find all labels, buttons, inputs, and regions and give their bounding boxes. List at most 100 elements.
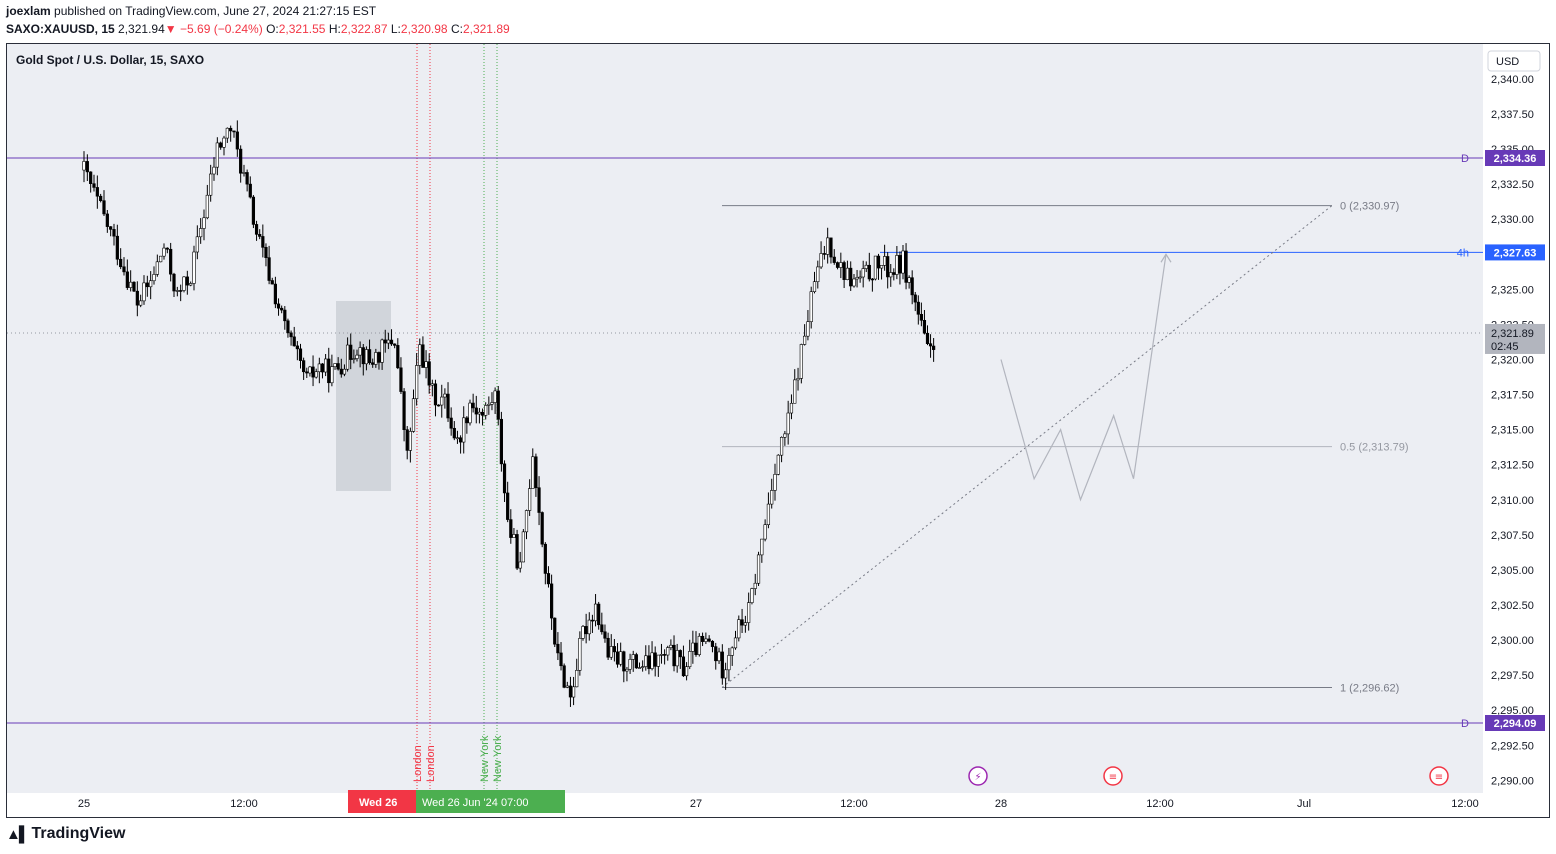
candle-body bbox=[402, 391, 406, 430]
candle-body bbox=[763, 524, 767, 540]
us-flag-icon[interactable]: ≡ bbox=[1429, 766, 1449, 786]
candle-body bbox=[172, 273, 176, 292]
candle-body bbox=[199, 228, 203, 238]
lightning-icon[interactable]: ⚡ bbox=[968, 766, 988, 786]
us-flag-icon[interactable]: ≡ bbox=[1103, 766, 1123, 786]
candle-body bbox=[85, 161, 89, 173]
chart-frame[interactable]: Gold Spot / U.S. Dollar, 15, SAXO London L… bbox=[6, 43, 1550, 818]
candle-body bbox=[433, 383, 438, 406]
candle-body bbox=[462, 417, 466, 443]
candle-body bbox=[411, 398, 416, 432]
y-tick-label: 2,302.50 bbox=[1491, 600, 1534, 612]
level-tag: D bbox=[1461, 153, 1469, 165]
close-label: C: bbox=[450, 22, 463, 36]
candle-body bbox=[405, 429, 409, 451]
candle-body bbox=[383, 339, 387, 344]
candle-body bbox=[845, 267, 850, 280]
candle-body bbox=[524, 510, 529, 533]
candle-body bbox=[656, 654, 660, 667]
candle-body bbox=[330, 366, 334, 384]
candle-body bbox=[302, 360, 306, 373]
candle-body bbox=[641, 666, 645, 668]
candle-body bbox=[587, 619, 591, 635]
candle-body bbox=[386, 339, 390, 344]
candle-body bbox=[286, 320, 290, 334]
candle-body bbox=[202, 217, 206, 229]
y-tick-label: 2,337.50 bbox=[1491, 109, 1534, 121]
countdown-label: 02:45 bbox=[1491, 341, 1519, 353]
candle-body bbox=[499, 418, 503, 465]
x-tick-label: 28 bbox=[995, 798, 1007, 810]
candle-body bbox=[349, 344, 353, 360]
candle-body bbox=[115, 235, 119, 260]
candle-body bbox=[619, 651, 623, 665]
candle-body bbox=[901, 250, 905, 274]
candle-body bbox=[717, 651, 721, 662]
down-arrow-icon: ▼ bbox=[164, 22, 177, 36]
candle-body bbox=[308, 366, 312, 374]
candle-body bbox=[95, 187, 99, 197]
x-tick-label: 12:00 bbox=[230, 798, 258, 810]
candle-body bbox=[889, 272, 893, 278]
candle-body bbox=[468, 402, 472, 424]
candle-body bbox=[779, 437, 784, 456]
candle-body bbox=[753, 582, 757, 589]
candle-body bbox=[681, 656, 686, 677]
candle-body bbox=[245, 172, 249, 185]
candle-body bbox=[179, 290, 183, 292]
author-name[interactable]: joexlam bbox=[6, 4, 51, 18]
candle-body bbox=[155, 261, 159, 275]
x-tick-label: 25 bbox=[78, 798, 90, 810]
candle-body bbox=[776, 454, 780, 475]
candle-body bbox=[352, 358, 356, 360]
y-tick-label: 2,325.00 bbox=[1491, 284, 1534, 296]
candle-body bbox=[270, 280, 274, 285]
candle-body bbox=[458, 437, 463, 443]
candle-body bbox=[876, 255, 881, 269]
consolidation-box bbox=[336, 301, 391, 491]
candle-body bbox=[870, 278, 874, 281]
candle-body bbox=[720, 651, 724, 679]
level-price-label: 2,334.36 bbox=[1494, 153, 1537, 165]
candle-body bbox=[783, 433, 787, 438]
currency-box[interactable] bbox=[1487, 50, 1541, 72]
candle-body bbox=[697, 635, 701, 655]
y-tick-label: 2,297.50 bbox=[1491, 670, 1534, 682]
candle-body bbox=[129, 281, 133, 288]
candle-body bbox=[714, 646, 718, 662]
chart-canvas[interactable]: Gold Spot / U.S. Dollar, 15, SAXO London L… bbox=[7, 44, 1549, 817]
candle-body bbox=[455, 437, 460, 440]
candle-body bbox=[562, 665, 566, 688]
publish-info: published on TradingView.com, June 27, 2… bbox=[54, 4, 377, 18]
candle-body bbox=[609, 646, 613, 658]
candle-body bbox=[675, 650, 679, 667]
candle-body bbox=[415, 365, 419, 400]
current-price-label: 2,321.89 bbox=[1491, 328, 1534, 340]
candle-body bbox=[799, 344, 803, 379]
candle-body bbox=[484, 405, 488, 416]
publish-line: joexlam published on TradingView.com, Ju… bbox=[6, 4, 376, 18]
ohlc-line: SAXO:XAUUSD, 15 2,321.94▼ −5.69 (−0.24%)… bbox=[6, 22, 510, 36]
candle-body bbox=[339, 368, 343, 375]
candle-body bbox=[311, 366, 315, 378]
level-tag: 4h bbox=[1457, 247, 1469, 259]
candle-body bbox=[355, 354, 359, 359]
candle-body bbox=[835, 262, 840, 268]
candle-body bbox=[672, 644, 676, 667]
candle-body bbox=[653, 652, 657, 667]
candle-body bbox=[928, 343, 933, 347]
candle-body bbox=[396, 345, 400, 369]
candle-body bbox=[162, 247, 166, 257]
y-tick-label: 2,307.50 bbox=[1491, 530, 1534, 542]
candle-body bbox=[424, 361, 428, 368]
candle-body bbox=[165, 247, 169, 250]
candle-body bbox=[760, 538, 764, 556]
candle-body bbox=[380, 339, 384, 363]
candle-body bbox=[669, 644, 673, 648]
candle-body bbox=[205, 194, 209, 219]
y-tick-label: 2,312.50 bbox=[1491, 460, 1534, 472]
candle-body bbox=[839, 262, 843, 268]
candle-body bbox=[443, 393, 447, 398]
candle-body bbox=[819, 253, 823, 268]
candle-body bbox=[733, 637, 738, 649]
